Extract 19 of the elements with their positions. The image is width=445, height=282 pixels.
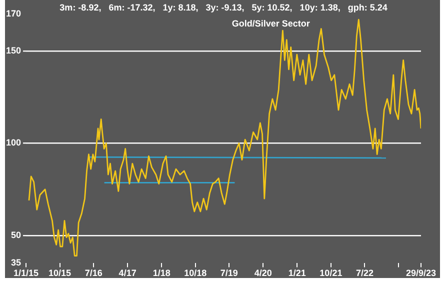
text: Gold/Silver Sector	[232, 18, 310, 28]
x-tick-label: 1/21	[288, 268, 306, 278]
x-tick-label: 1/1/15	[14, 268, 39, 278]
x-tick-label: 7/19	[220, 268, 238, 278]
x-tick-label: 4/20	[254, 268, 272, 278]
y-tick-label: 50	[11, 230, 22, 240]
x-tick-label: 10/18	[184, 268, 207, 278]
x-tick-label: 4/17	[118, 268, 136, 278]
y-tick-label: 150	[6, 45, 22, 56]
y-tick-label: 100	[6, 138, 22, 148]
x-tick-label: 1/18	[152, 268, 170, 278]
y-tick-label: 170	[6, 8, 22, 18]
y-tick-label: 35	[11, 258, 22, 268]
text: 3m: -8.92, 6m: -17.32, 1y: 8.18, 3y: -9.13, 5y: 10.52, 10y: 1.38, gph: 5.24	[60, 2, 388, 12]
x-tick-label: 10/21	[320, 268, 342, 278]
x-tick-label: 7/16	[84, 268, 102, 278]
x-tick-label: 29/9/23	[406, 268, 436, 278]
x-tick-label: 7/22	[356, 268, 374, 278]
x-tick-label: 10/15	[48, 268, 72, 278]
